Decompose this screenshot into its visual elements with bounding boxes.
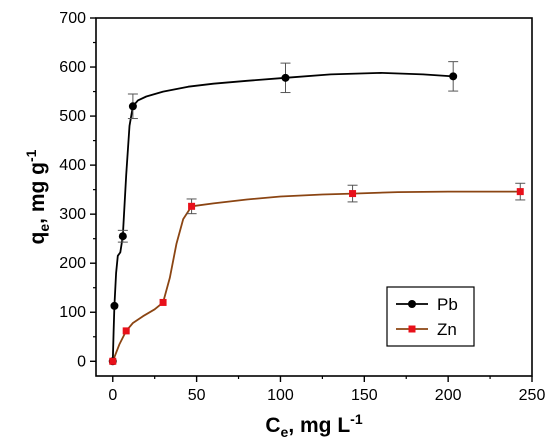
series-line-pb — [111, 72, 454, 362]
data-point-zn — [159, 298, 167, 306]
data-markers — [108, 72, 524, 366]
y-axis-ticks: 0 100 200 300 400 500 600 700 — [59, 10, 96, 370]
x-axis-ticks: 0 50 100 150 200 250 — [108, 376, 545, 404]
y-tick-label: 200 — [59, 255, 86, 272]
legend-box — [386, 286, 475, 347]
y-axis-title: qe, mg g-1 — [23, 149, 52, 244]
data-point-pb — [128, 102, 137, 111]
y-tick-label: 500 — [59, 108, 86, 125]
x-tick-label: 50 — [188, 387, 206, 404]
plot-frame — [95, 17, 533, 377]
data-point-zn — [516, 188, 524, 196]
y-tick-label: 600 — [59, 59, 86, 76]
legend-marker-zn — [408, 325, 416, 333]
x-axis-title: Ce, mg L-1 — [265, 411, 362, 440]
legend-marker-pb — [408, 300, 416, 308]
x-tick-label: 200 — [435, 387, 462, 404]
y-tick-label: 300 — [59, 206, 86, 223]
legend: Pb Zn — [386, 286, 475, 347]
legend-label-zn: Zn — [437, 320, 457, 339]
data-point-zn — [122, 327, 130, 335]
legend-label-pb: Pb — [437, 295, 458, 314]
data-point-pb — [110, 301, 119, 310]
series-curves — [111, 72, 521, 362]
x-tick-label: 150 — [351, 387, 378, 404]
x-tick-label: 250 — [519, 387, 546, 404]
x-tick-label: 0 — [108, 387, 117, 404]
data-point-zn — [188, 202, 196, 210]
data-point-pb — [281, 73, 290, 82]
data-point-zn — [349, 190, 357, 198]
y-tick-label: 0 — [77, 353, 86, 370]
y-tick-label: 700 — [59, 10, 86, 27]
y-tick-label: 400 — [59, 157, 86, 174]
data-point-pb — [118, 232, 127, 241]
series-line-zn — [111, 190, 521, 362]
y-tick-label: 100 — [59, 304, 86, 321]
x-tick-label: 100 — [267, 387, 294, 404]
data-point-zn — [109, 357, 117, 365]
data-point-pb — [449, 72, 458, 81]
